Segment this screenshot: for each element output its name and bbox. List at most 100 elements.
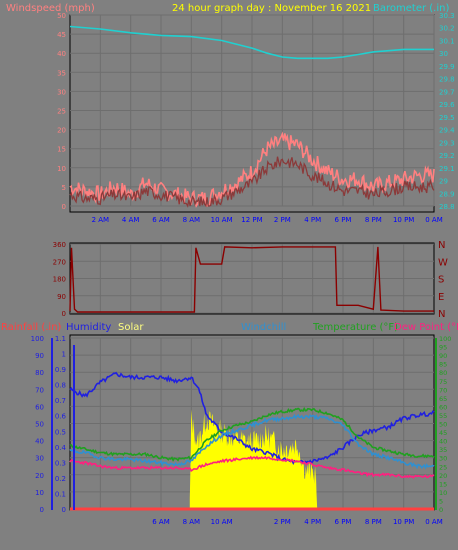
- barometer-tick-label: 28.9: [439, 190, 455, 198]
- temperature-tick-label: 70: [439, 386, 447, 394]
- wind-baro-grid: [70, 14, 435, 207]
- wind-baro-x-ticks: 2 AM 4 AM 6 AM 8 AM 10 AM 12 PM 2 PM 4 PM 6 PM 8 …: [92, 216, 443, 224]
- x-tick-label: 6 PM: [335, 518, 352, 526]
- compass-label: S: [438, 275, 444, 286]
- temperature-tick-label: 80: [439, 369, 447, 377]
- humidity-tick-label: 10: [35, 489, 44, 497]
- temperature-tick-label: 30: [439, 455, 447, 463]
- rainfall-tick-label: 1: [62, 351, 66, 359]
- temperature-tick-label: 20: [439, 472, 447, 480]
- temperature-tick-label: 65: [439, 395, 447, 403]
- rainfall-tick-label: 0.5: [55, 428, 66, 436]
- barometer-tick-label: 29.4: [439, 127, 455, 135]
- graph-title: 24 hour graph day : November 16 2021: [172, 3, 371, 14]
- barometer-tick-label: 29.7: [439, 88, 455, 96]
- wind-direction-degree-ticks: 0 90 180 270 360: [53, 241, 66, 318]
- x-tick-label: 2 PM: [274, 518, 291, 526]
- temperature-tick-label: 25: [439, 463, 447, 471]
- x-tick-label: 10 PM: [393, 216, 414, 224]
- x-tick-label: 0 AM: [425, 216, 443, 224]
- windspeed-tick-label: 35: [57, 69, 66, 77]
- x-tick-label: 8 AM: [183, 518, 201, 526]
- barometer-tick-label: 29.3: [439, 139, 455, 147]
- temperature-tick-label: 95: [439, 344, 447, 352]
- wind-baro-right-ticks: 28.8 28.9 29 29.1 29.2 29.3 29.4 29.5 29.6 29.7 29…: [439, 12, 455, 211]
- compass-label: E: [438, 292, 444, 303]
- humidity-tick-label: 60: [35, 403, 44, 411]
- barometer-tick-label: 29.9: [439, 63, 455, 71]
- barometer-tick-label: 30.1: [439, 37, 455, 45]
- wind-speed-line: [69, 156, 435, 208]
- solar-area: [189, 409, 318, 509]
- x-tick-label: 6 AM: [152, 216, 170, 224]
- wind-baro-left-ticks: 0 5 10 15 20 25 30 35 40 45 50: [57, 12, 66, 211]
- direction-degree-label: 270: [53, 258, 66, 266]
- rainfall-tick-label: 0.2: [55, 475, 66, 483]
- rainfall-tick-label: 0.9: [55, 366, 66, 374]
- windspeed-tick-label: 25: [57, 108, 66, 116]
- windspeed-tick-label: 45: [57, 31, 66, 39]
- x-tick-label: 8 PM: [365, 216, 382, 224]
- windspeed-tick-label: 50: [57, 12, 66, 20]
- barometer-tick-label: 29.5: [439, 114, 455, 122]
- rainfall-tick-label: 0.1: [55, 490, 66, 498]
- direction-degree-label: 90: [57, 293, 66, 301]
- barometer-tick-label: 29.2: [439, 152, 455, 160]
- x-tick-label: 10 AM: [211, 518, 233, 526]
- temperature-line: [69, 406, 435, 462]
- windspeed-tick-label: 15: [57, 146, 66, 154]
- wind-direction-grid: [70, 243, 434, 314]
- x-tick-label: 12 PM: [241, 216, 262, 224]
- x-tick-label: 2 PM: [274, 216, 291, 224]
- temperature-tick-label: 75: [439, 378, 447, 386]
- x-tick-label: 4 PM: [304, 518, 321, 526]
- rainfall-tick-label: 0: [62, 506, 66, 514]
- temp-humidity-x-ticks: 6 AM 8 AM 10 AM 2 PM 4 PM 6 PM 8 PM 10 PM 0 AM: [152, 518, 443, 526]
- barometer-tick-label: 29.1: [439, 165, 455, 173]
- humidity-line: [69, 371, 435, 465]
- barometer-tick-label: 29: [439, 178, 448, 186]
- barometer-tick-label: 28.8: [439, 203, 455, 211]
- legend-windchill: Windchill: [241, 322, 286, 333]
- barometer-tick-label: 30: [439, 50, 448, 58]
- barometer-tick-label: 29.8: [439, 76, 455, 84]
- humidity-tick-label: 50: [35, 421, 44, 429]
- rainfall-tick-label: 1.1: [55, 335, 66, 343]
- direction-degree-label: 0: [62, 310, 66, 318]
- rainfall-tick-label: 0.4: [55, 444, 67, 452]
- humidity-tick-label: 80: [35, 369, 44, 377]
- barometer-line: [69, 25, 434, 60]
- temperature-tick-label: 15: [439, 480, 447, 488]
- x-tick-label: 2 AM: [92, 216, 110, 224]
- windspeed-tick-label: 20: [57, 127, 66, 135]
- temperature-tick-label: 55: [439, 412, 447, 420]
- humidity-tick-label: 90: [35, 352, 44, 360]
- x-tick-label: 4 PM: [304, 216, 321, 224]
- wind-gust-line: [69, 131, 435, 208]
- temperature-tick-label: 35: [439, 446, 447, 454]
- barometer-tick-label: 30.2: [439, 25, 455, 33]
- x-tick-label: 10 AM: [211, 216, 233, 224]
- temperature-tick-label: 90: [439, 352, 447, 360]
- humidity-tick-label: 100: [31, 335, 44, 343]
- barometer-tick-label: 30.3: [439, 12, 455, 20]
- x-tick-label: 6 PM: [335, 216, 352, 224]
- x-tick-label: 8 AM: [183, 216, 201, 224]
- temperature-tick-label: 100: [439, 335, 451, 343]
- legend-solar: Solar: [118, 322, 144, 333]
- barometer-axis-label: Barometer (.in): [373, 3, 449, 14]
- windspeed-tick-label: 40: [57, 50, 66, 58]
- temperature-tick-label: 5: [439, 497, 443, 505]
- windspeed-axis-label: Windspeed (mph): [6, 3, 95, 14]
- temperature-tick-label: 50: [439, 421, 447, 429]
- humidity-tick-label: 20: [35, 472, 44, 480]
- windspeed-tick-label: 10: [57, 165, 66, 173]
- barometer-tick-label: 29.6: [439, 101, 455, 109]
- windspeed-tick-label: 0: [62, 203, 66, 211]
- legend-temperature: Temperature (°F): [312, 322, 398, 333]
- compass-label: N: [438, 240, 445, 251]
- temperature-tick-label: 40: [439, 438, 447, 446]
